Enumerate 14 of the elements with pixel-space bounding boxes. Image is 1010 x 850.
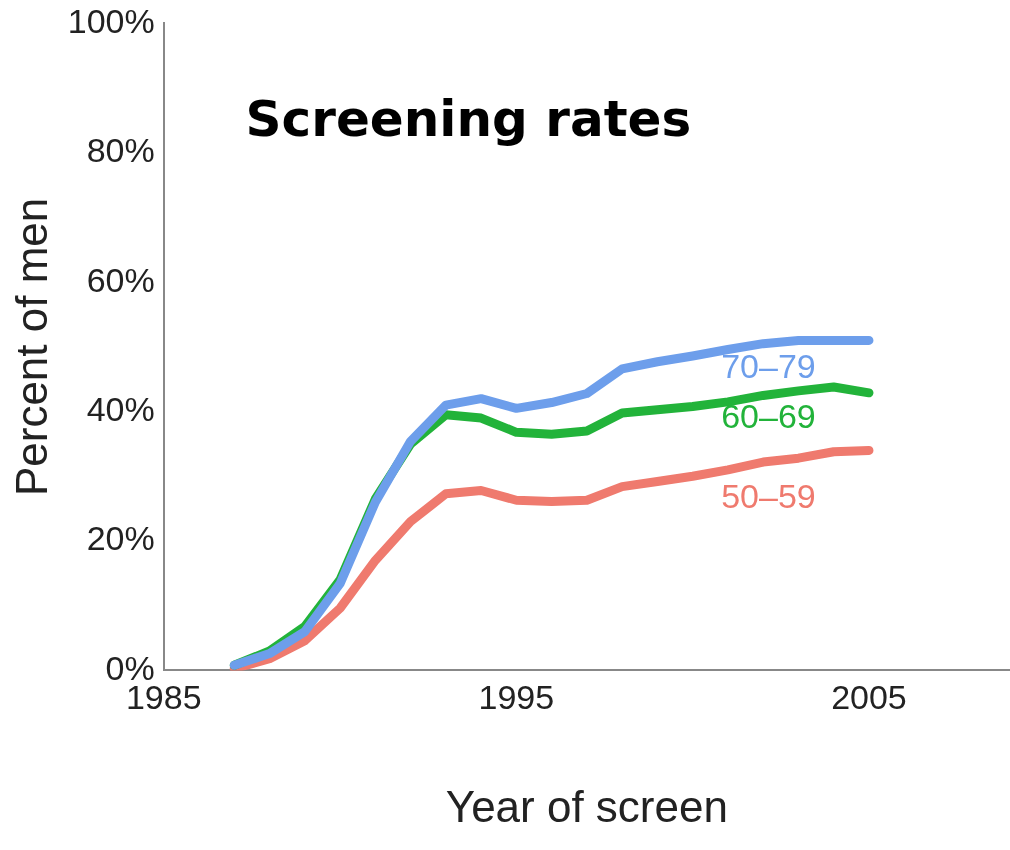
series-label: 70–79	[721, 346, 816, 385]
x-axis-title: Year of screen	[445, 781, 728, 831]
y-tick-label: 0%	[105, 648, 155, 687]
series-label: 60–69	[721, 397, 816, 436]
y-tick-label: 40%	[86, 389, 155, 428]
y-tick-label: 20%	[86, 519, 155, 558]
y-tick-label: 60%	[86, 260, 155, 299]
y-tick-label: 100%	[67, 1, 155, 40]
y-axis-title: Percent of men	[6, 197, 56, 497]
x-tick-label: 1995	[478, 678, 555, 717]
series-label: 50–59	[721, 476, 816, 515]
y-tick-label: 80%	[86, 131, 155, 170]
text: Screening rates	[245, 90, 692, 149]
x-tick-label: 2005	[831, 678, 907, 717]
